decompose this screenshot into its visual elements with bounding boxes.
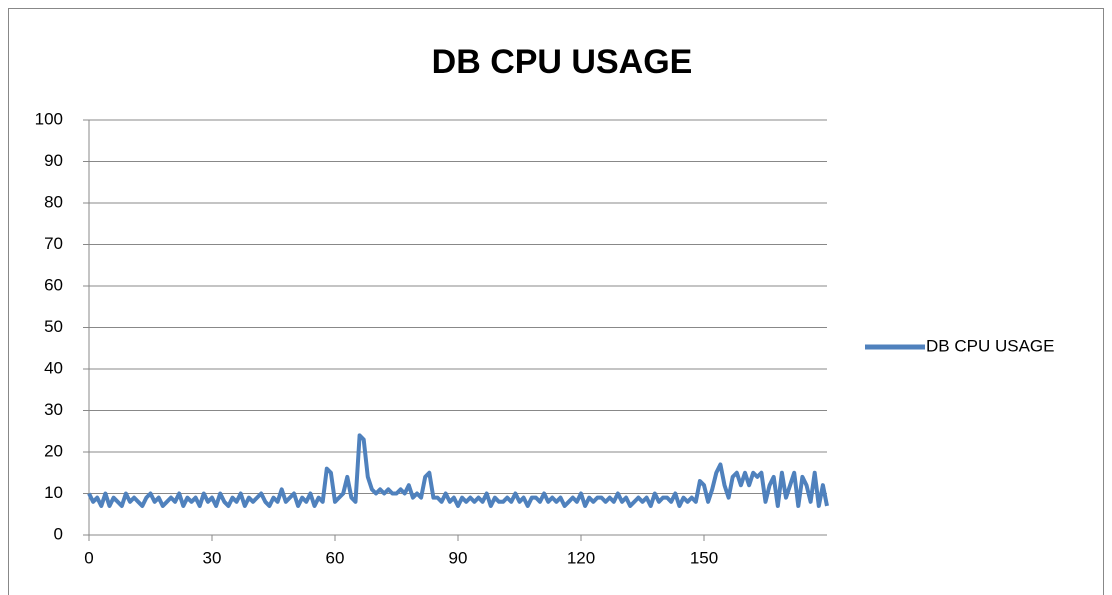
x-tick-label: 90	[449, 548, 468, 567]
y-tick-label: 20	[44, 441, 63, 460]
y-tick-label: 60	[44, 275, 63, 294]
y-tick-label: 40	[44, 358, 63, 377]
x-tick-label: 150	[690, 548, 718, 567]
x-tick-label: 60	[326, 548, 345, 567]
legend-label: DB CPU USAGE	[926, 336, 1054, 355]
y-tick-label: 70	[44, 234, 63, 253]
y-tick-label: 10	[44, 483, 63, 502]
chart-border	[8, 8, 1104, 595]
y-tick-label: 100	[35, 109, 63, 128]
y-tick-label: 90	[44, 151, 63, 170]
y-tick-label: 50	[44, 317, 63, 336]
data-line	[87, 433, 829, 508]
y-tick-label: 80	[44, 192, 63, 211]
chart-title: DB CPU USAGE	[432, 43, 693, 81]
x-tick-label: 30	[203, 548, 222, 567]
y-tick-label: 30	[44, 400, 63, 419]
x-tick-label: 0	[84, 548, 93, 567]
x-tick-label: 120	[567, 548, 595, 567]
y-tick-label: 0	[54, 524, 63, 543]
